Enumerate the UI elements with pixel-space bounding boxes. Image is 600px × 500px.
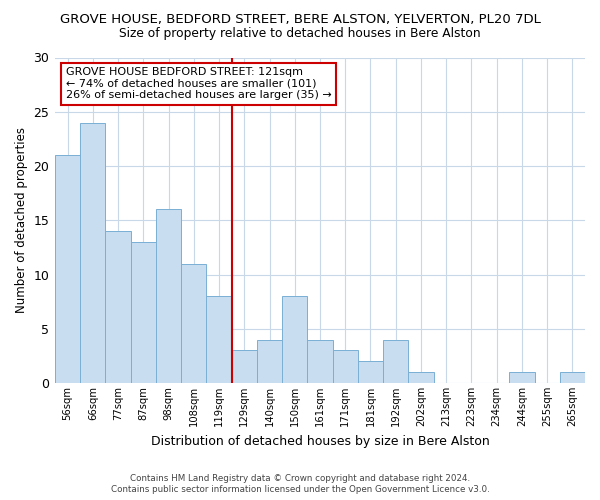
Bar bbox=[560, 372, 585, 383]
Bar bbox=[181, 264, 206, 383]
Bar bbox=[383, 340, 409, 383]
Bar bbox=[55, 155, 80, 383]
Bar bbox=[409, 372, 434, 383]
X-axis label: Distribution of detached houses by size in Bere Alston: Distribution of detached houses by size … bbox=[151, 434, 490, 448]
Bar bbox=[232, 350, 257, 383]
Bar bbox=[307, 340, 332, 383]
Text: Contains HM Land Registry data © Crown copyright and database right 2024.
Contai: Contains HM Land Registry data © Crown c… bbox=[110, 474, 490, 494]
Bar bbox=[156, 210, 181, 383]
Bar bbox=[206, 296, 232, 383]
Bar bbox=[80, 122, 106, 383]
Bar bbox=[332, 350, 358, 383]
Bar bbox=[358, 362, 383, 383]
Bar bbox=[509, 372, 535, 383]
Text: GROVE HOUSE, BEDFORD STREET, BERE ALSTON, YELVERTON, PL20 7DL: GROVE HOUSE, BEDFORD STREET, BERE ALSTON… bbox=[59, 12, 541, 26]
Text: Size of property relative to detached houses in Bere Alston: Size of property relative to detached ho… bbox=[119, 28, 481, 40]
Bar bbox=[257, 340, 282, 383]
Bar bbox=[131, 242, 156, 383]
Bar bbox=[106, 231, 131, 383]
Y-axis label: Number of detached properties: Number of detached properties bbox=[15, 128, 28, 314]
Text: GROVE HOUSE BEDFORD STREET: 121sqm
← 74% of detached houses are smaller (101)
26: GROVE HOUSE BEDFORD STREET: 121sqm ← 74%… bbox=[65, 68, 331, 100]
Bar bbox=[282, 296, 307, 383]
